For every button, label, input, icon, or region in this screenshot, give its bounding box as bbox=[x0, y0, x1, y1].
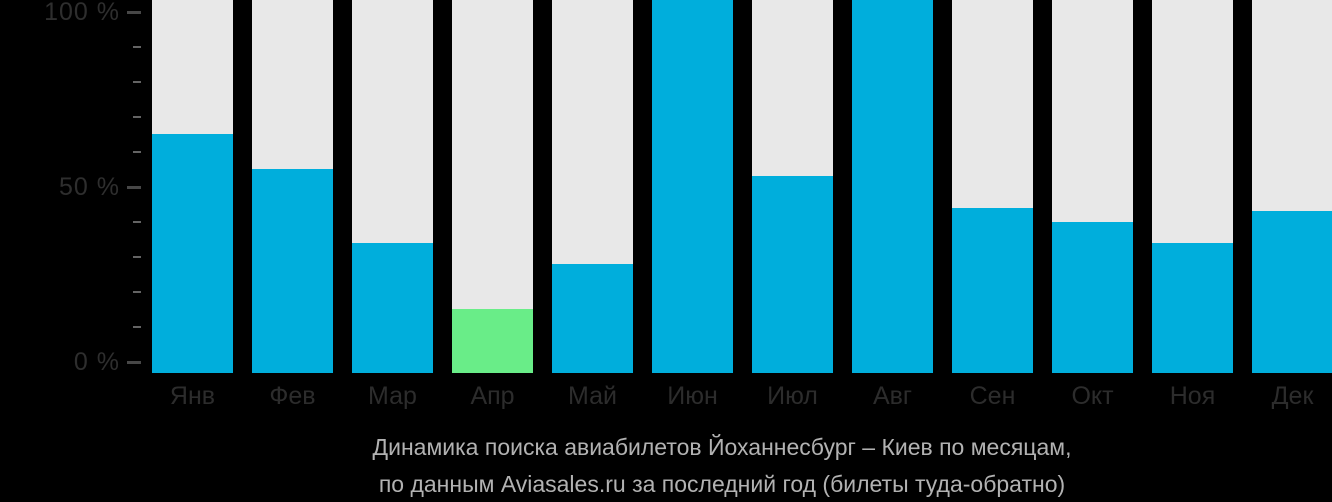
bar-slot-nov bbox=[1152, 0, 1233, 373]
bar-slot-feb bbox=[252, 0, 333, 373]
major-tick-100 bbox=[127, 10, 141, 14]
x-label-apr: Апр bbox=[470, 382, 515, 410]
bars bbox=[152, 0, 1332, 373]
x-axis-labels: Янв Фев Мар Апр Май Июн Июл Авг Сен Окт Ноя Дек bbox=[152, 381, 1332, 411]
minor-tick-80 bbox=[133, 81, 141, 83]
bar-fill-sep bbox=[952, 208, 1033, 373]
minor-tick-10 bbox=[133, 326, 141, 328]
y-axis-label-0: 0 % bbox=[73, 348, 120, 376]
bar-fill-aug bbox=[852, 0, 933, 373]
chart-caption: Динамика поиска авиабилетов Йоханнесбург… bbox=[112, 429, 1332, 502]
bar-fill-apr bbox=[452, 309, 533, 373]
x-label-aug: Авг bbox=[872, 382, 913, 410]
minor-tick-30 bbox=[133, 256, 141, 258]
x-label-jan: Янв bbox=[169, 382, 216, 410]
bar-slot-jul bbox=[752, 0, 833, 373]
bar-fill-mar bbox=[352, 243, 433, 373]
minor-tick-90 bbox=[133, 46, 141, 48]
bar-fill-feb bbox=[252, 169, 333, 373]
bar-fill-nov bbox=[1152, 243, 1233, 373]
x-label-may: Май bbox=[568, 382, 617, 410]
minor-tick-70 bbox=[133, 116, 141, 118]
minor-tick-60 bbox=[133, 151, 141, 153]
x-label-mar: Мар bbox=[368, 382, 417, 410]
bar-slot-sep bbox=[952, 0, 1033, 373]
x-label-jun: Июн bbox=[667, 382, 718, 410]
x-label-dec: Дек bbox=[1271, 382, 1314, 410]
bar-fill-jan bbox=[152, 134, 233, 373]
bar-fill-jul bbox=[752, 176, 833, 373]
x-label-jul: Июл bbox=[767, 382, 818, 410]
bar-fill-oct bbox=[1052, 222, 1133, 373]
y-axis-label-50: 50 % bbox=[59, 173, 120, 201]
major-tick-0 bbox=[127, 360, 141, 364]
bar-fill-dec bbox=[1252, 211, 1332, 373]
bar-slot-apr bbox=[452, 0, 533, 373]
bar-slot-jan bbox=[152, 0, 233, 373]
bar-slot-may bbox=[552, 0, 633, 373]
bar-slot-dec bbox=[1252, 0, 1332, 373]
bar-slot-aug bbox=[852, 0, 933, 373]
y-axis: 0 % 50 % 100 % bbox=[0, 0, 152, 380]
x-label-oct: Окт bbox=[1071, 382, 1114, 410]
bar-slot-mar bbox=[352, 0, 433, 373]
minor-tick-20 bbox=[133, 291, 141, 293]
bar-fill-jun bbox=[652, 0, 733, 373]
bar-slot-oct bbox=[1052, 0, 1133, 373]
x-label-sep: Сен bbox=[969, 382, 1016, 410]
bar-slot-jun bbox=[652, 0, 733, 373]
x-label-nov: Ноя bbox=[1169, 382, 1216, 410]
y-axis-label-100: 100 % bbox=[44, 0, 120, 26]
caption-line-1: Динамика поиска авиабилетов Йоханнесбург… bbox=[372, 434, 1072, 460]
bar-fill-may bbox=[552, 264, 633, 373]
major-tick-50 bbox=[127, 185, 141, 189]
caption-line-2: по данным Aviasales.ru за последний год … bbox=[378, 471, 1066, 497]
x-label-feb: Фев bbox=[269, 382, 316, 410]
minor-tick-40 bbox=[133, 221, 141, 223]
